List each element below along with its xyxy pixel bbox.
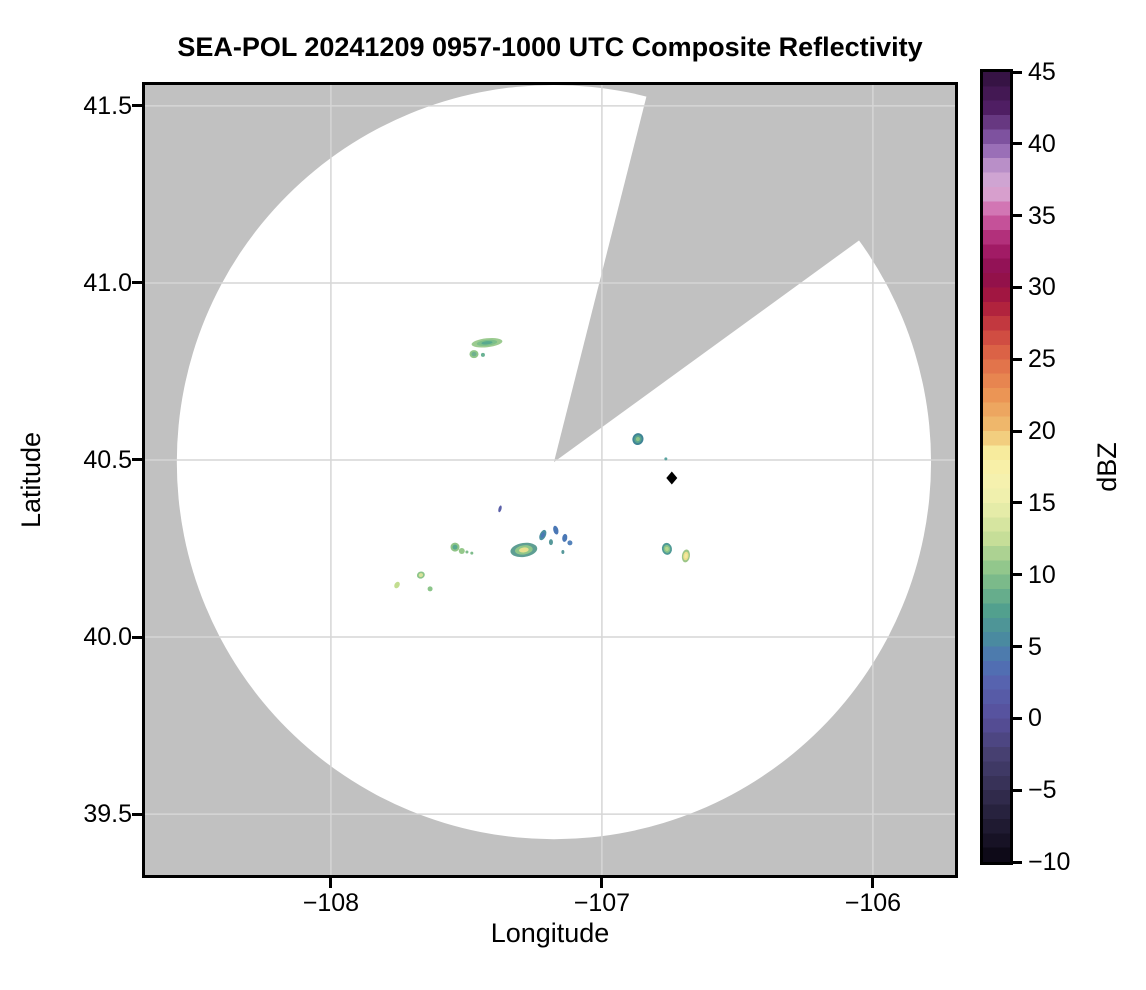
reflectivity-echo [471, 351, 477, 357]
colorbar-tick-mark [1013, 860, 1022, 864]
reflectivity-echo [665, 546, 669, 552]
reflectivity-echo [465, 550, 469, 554]
y-tick-label: 41.0 [83, 268, 132, 297]
reflectivity-echo [561, 550, 565, 555]
colorbar-tick-mark [1013, 357, 1022, 361]
reflectivity-echo [498, 505, 502, 513]
blocked-sector-wedge [553, 85, 955, 463]
reflectivity-echo [418, 573, 424, 578]
colorbar-tick-mark [1013, 716, 1022, 720]
reflectivity-echo [567, 540, 573, 546]
reflectivity-echo [540, 532, 545, 538]
reflectivity-echo [394, 581, 400, 589]
x-tick-label: −108 [302, 889, 360, 917]
x-tick-label: −107 [573, 889, 631, 917]
colorbar-gradient [983, 72, 1010, 862]
y-tick-mark [132, 812, 142, 816]
reflectivity-echo [481, 341, 493, 345]
radar-map [145, 85, 955, 875]
x-tick-mark [871, 878, 875, 888]
y-tick-label: 40.0 [83, 623, 132, 652]
colorbar-tick-label: 40 [1028, 129, 1056, 158]
reflectivity-echo [427, 586, 433, 592]
axes-spines [142, 82, 958, 878]
plot-title: SEA-POL 20241209 0957-1000 UTC Composite… [177, 32, 923, 62]
x-axis-label: Longitude [490, 918, 610, 948]
colorbar-tick-label: 5 [1028, 632, 1042, 661]
colorbar-tick-label: 35 [1028, 201, 1056, 230]
colorbar-tick-mark [1013, 142, 1022, 146]
colorbar-tick-label: −10 [1028, 848, 1071, 876]
colorbar-tick-label: −5 [1028, 776, 1057, 805]
y-tick-label: 41.5 [83, 91, 132, 120]
x-tick-label: −106 [844, 889, 902, 917]
colorbar-tick-mark [1013, 214, 1022, 218]
colorbar-tick-label: 10 [1028, 560, 1056, 589]
colorbar-tick-label: 20 [1028, 417, 1056, 446]
colorbar-tick-mark [1013, 501, 1022, 505]
plot-area [145, 85, 955, 875]
y-axis-label: Latitude [16, 431, 46, 529]
colorbar-tick-label: 25 [1028, 345, 1056, 374]
y-tick-mark [132, 281, 142, 285]
reflectivity-echo [562, 533, 568, 542]
colorbar-tick-mark [1013, 645, 1022, 649]
colorbar [980, 69, 1013, 865]
x-tick-mark [600, 878, 604, 888]
reflectivity-echo [635, 436, 640, 442]
reflectivity-echo [684, 553, 688, 559]
colorbar-tick-label: 0 [1028, 704, 1042, 733]
reflectivity-echo [458, 547, 465, 554]
colorbar-tick-label: 30 [1028, 273, 1056, 302]
colorbar-tick-mark [1013, 573, 1022, 577]
x-tick-mark [329, 878, 333, 888]
colorbar-tick-label: 15 [1028, 488, 1056, 517]
reflectivity-echo [480, 352, 485, 357]
y-tick-mark [132, 458, 142, 462]
colorbar-tick-label: 45 [1028, 58, 1056, 86]
reflectivity-echo [452, 544, 458, 550]
reflectivity-echo [548, 539, 553, 546]
y-tick-mark [132, 104, 142, 108]
y-tick-mark [132, 635, 142, 639]
reflectivity-echo [664, 457, 668, 461]
reflectivity-echo [470, 551, 474, 555]
colorbar-tick-mark [1013, 788, 1022, 792]
colorbar-tick-mark [1013, 429, 1022, 433]
y-tick-label: 40.5 [83, 445, 132, 474]
y-tick-label: 39.5 [83, 800, 132, 829]
reflectivity-echo [553, 525, 559, 535]
site-marker-diamond [666, 471, 678, 485]
colorbar-tick-mark [1013, 285, 1022, 289]
colorbar-label: dBZ [1092, 442, 1122, 492]
reflectivity-echo [519, 547, 529, 553]
colorbar-tick-mark [1013, 70, 1022, 74]
